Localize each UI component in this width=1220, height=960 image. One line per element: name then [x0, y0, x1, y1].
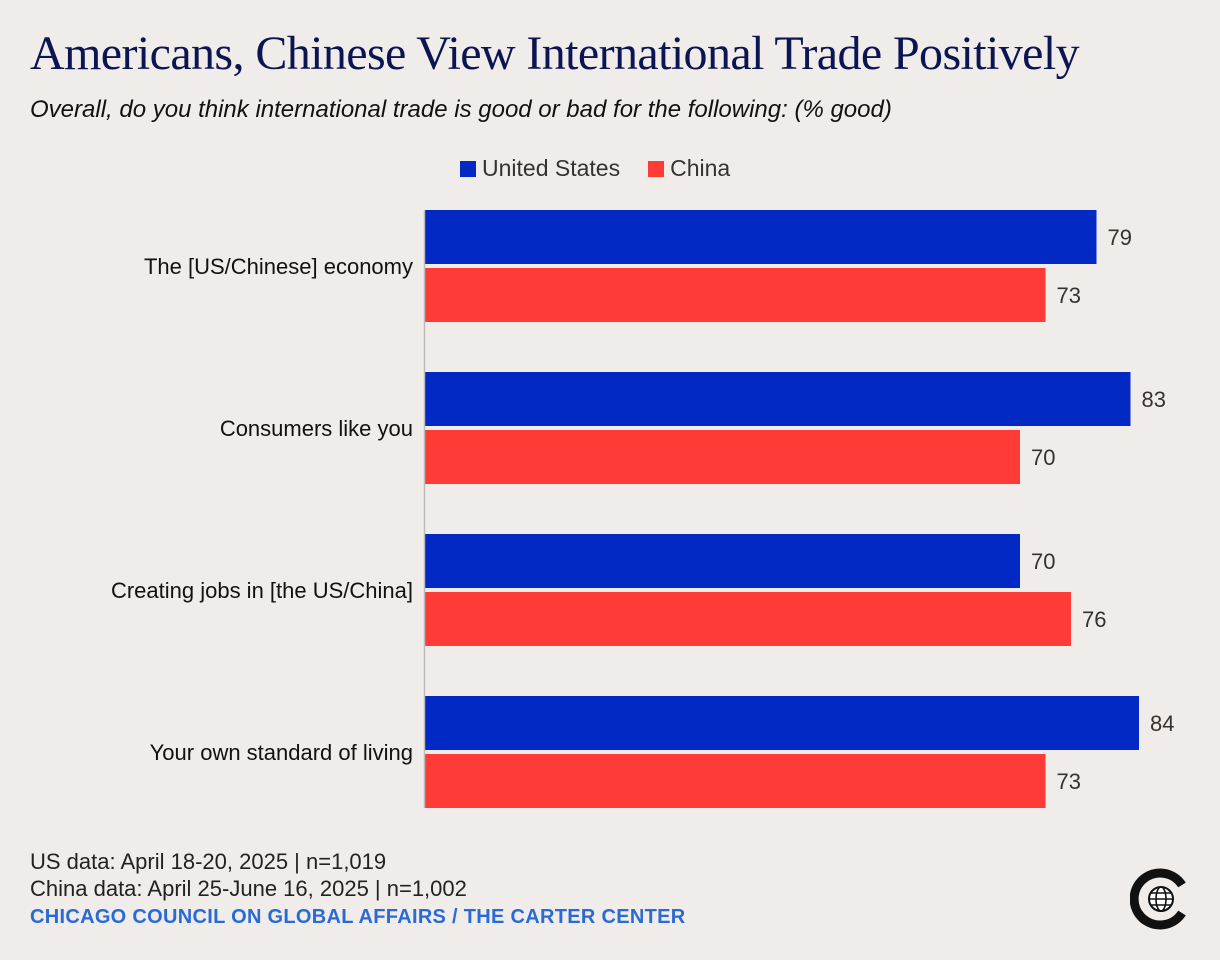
bar-china — [425, 430, 1020, 484]
bar-us — [425, 696, 1139, 750]
footer: US data: April 18-20, 2025 | n=1,019 Chi… — [30, 848, 686, 931]
bar-china — [425, 268, 1046, 322]
legend-item-china: China — [648, 155, 730, 182]
category-label: Creating jobs in [the US/China] — [111, 578, 413, 603]
china-data-note: China data: April 25-June 16, 2025 | n=1… — [30, 876, 467, 901]
legend-item-us: United States — [460, 155, 620, 182]
bar-chart: The [US/Chinese] economy 79 73 Consumers li… — [111, 210, 1174, 808]
category-label: Consumers like you — [220, 416, 413, 441]
bar-us — [425, 534, 1020, 588]
bar-us — [425, 372, 1131, 426]
chart-title: Americans, Chinese View International Tr… — [30, 27, 1080, 80]
value-label: 79 — [1108, 225, 1132, 250]
chart-subtitle: Overall, do you think international trad… — [30, 96, 892, 123]
bar-china — [425, 592, 1071, 646]
category-label: Your own standard of living — [150, 740, 413, 765]
value-label: 84 — [1150, 711, 1174, 736]
value-label: 76 — [1082, 607, 1106, 632]
legend-label-us: United States — [482, 155, 621, 181]
source-credit: CHICAGO COUNCIL ON GLOBAL AFFAIRS / THE … — [30, 906, 686, 928]
value-label: 70 — [1031, 445, 1055, 470]
legend-swatch-china — [648, 160, 665, 177]
legend-label-china: China — [670, 155, 731, 181]
category-label: The [US/Chinese] economy — [144, 254, 413, 279]
us-data-note: US data: April 18-20, 2025 | n=1,019 — [30, 849, 387, 874]
value-label: 70 — [1031, 549, 1055, 574]
value-label: 83 — [1142, 387, 1166, 412]
bar-us — [425, 210, 1097, 264]
value-label: 73 — [1057, 769, 1081, 794]
globe-icon — [1130, 868, 1186, 930]
value-label: 73 — [1057, 283, 1081, 308]
legend: United States China — [460, 155, 758, 182]
bar-china — [425, 754, 1046, 808]
legend-swatch-us — [460, 160, 476, 177]
